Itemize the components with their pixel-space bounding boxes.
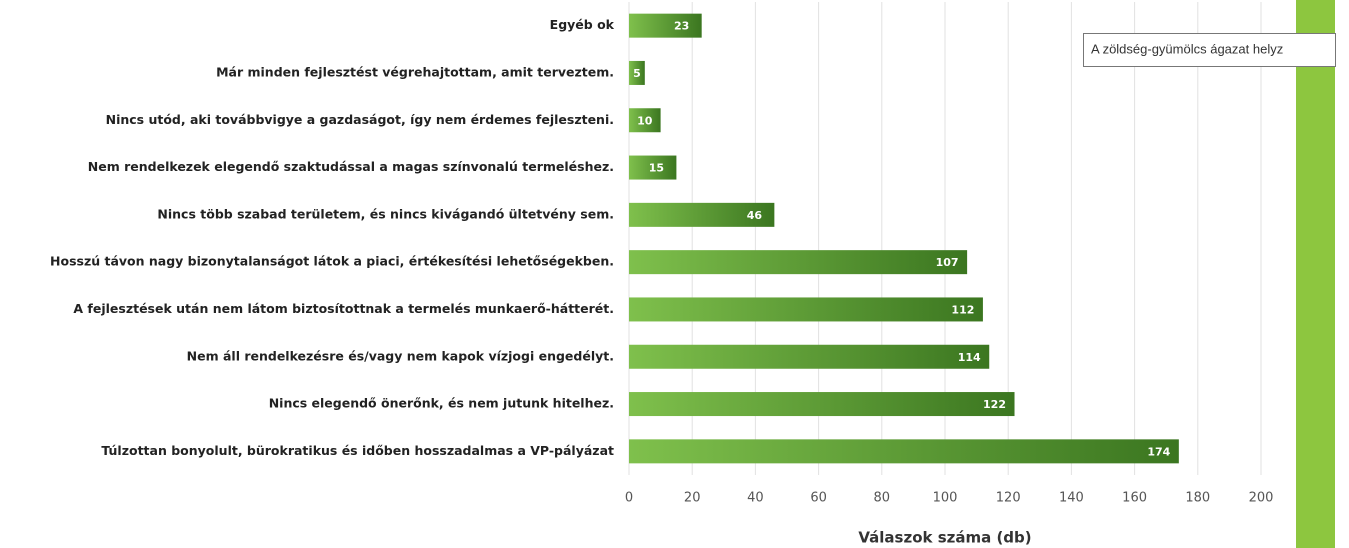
value-label: 10	[637, 114, 653, 127]
side-strip	[1296, 0, 1335, 548]
bar	[629, 439, 1179, 464]
x-tick-label: 200	[1249, 491, 1274, 506]
x-tick-label: 100	[933, 491, 958, 506]
tooltip-clip: A zöldség-gyümölcs ágazat helyz	[1091, 41, 1283, 56]
value-label: 5	[633, 67, 641, 80]
tooltip-box	[1083, 33, 1336, 67]
bar	[629, 155, 677, 180]
value-label: 122	[983, 398, 1006, 411]
x-axis-title: Válaszok száma (db)	[858, 529, 1031, 547]
category-label: A fejlesztések után nem látom biztosítot…	[73, 301, 614, 316]
category-label: Nincs utód, aki továbbvigye a gazdaságot…	[106, 112, 614, 127]
value-label: 174	[1147, 445, 1170, 458]
category-label: Nincs elegendő önerőnk, és nem jutunk hi…	[269, 396, 614, 411]
bar	[629, 250, 968, 275]
bar	[629, 344, 990, 369]
x-tick-label: 120	[996, 491, 1021, 506]
bar	[629, 13, 702, 38]
category-label: Nem rendelkezek elegendő szaktudással a …	[88, 159, 614, 174]
bar	[629, 60, 645, 85]
x-tick-label: 60	[810, 491, 827, 506]
x-tick-label: 0	[625, 491, 633, 506]
value-label: 107	[936, 256, 959, 269]
category-label: Egyéb ok	[550, 17, 615, 32]
tooltip-text: A zöldség-gyümölcs ágazat helyz	[1091, 41, 1283, 56]
category-label: Hosszú távon nagy bizonytalanságot látok…	[50, 254, 614, 269]
value-label: 46	[747, 209, 763, 222]
bar	[629, 392, 1015, 417]
value-label: 23	[674, 20, 689, 33]
value-label: 114	[958, 351, 981, 364]
value-label: 15	[649, 162, 664, 175]
x-tick-label: 160	[1122, 491, 1147, 506]
x-tick-label: 40	[747, 491, 764, 506]
category-label: Nincs több szabad területem, és nincs ki…	[157, 206, 614, 221]
x-tick-label: 180	[1185, 491, 1210, 506]
x-tick-label: 140	[1059, 491, 1084, 506]
bar	[629, 297, 983, 322]
category-label: Már minden fejlesztést végrehajtottam, a…	[216, 64, 614, 79]
category-label: Nem áll rendelkezésre és/vagy nem kapok …	[187, 348, 614, 363]
category-label: Túlzottan bonyolult, bürokratikus és idő…	[101, 443, 614, 458]
value-label: 112	[951, 303, 974, 316]
x-tick-label: 80	[874, 491, 891, 506]
bar	[629, 108, 661, 133]
bar	[629, 202, 775, 227]
x-tick-label: 20	[684, 491, 701, 506]
